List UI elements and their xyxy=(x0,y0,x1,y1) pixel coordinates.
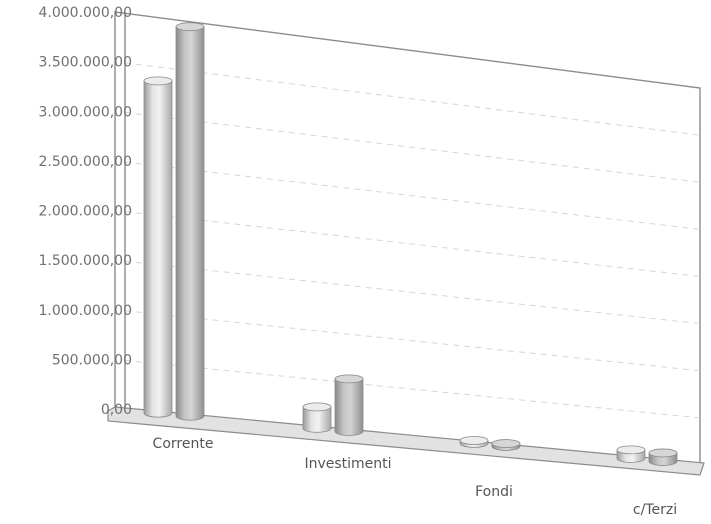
bar xyxy=(175,22,205,421)
grid-line xyxy=(124,260,699,324)
bar xyxy=(648,448,678,466)
x-category-label: c/Terzi xyxy=(633,502,677,518)
y-tick-label: 1.500.000,00 xyxy=(38,253,132,269)
floor-plane xyxy=(107,406,705,476)
grid-line xyxy=(124,62,699,136)
bar xyxy=(616,445,646,463)
x-category-label: Corrente xyxy=(153,436,214,452)
grid-lines xyxy=(124,12,699,419)
bar xyxy=(459,436,489,448)
y-tick-label: 2.000.000,00 xyxy=(38,204,132,220)
bar xyxy=(491,439,521,451)
y-tick-label: 4.000.000,00 xyxy=(38,5,132,21)
x-axis-categories: Corrente Investimenti Fondi c/Terzi xyxy=(153,436,678,518)
bars xyxy=(143,22,678,466)
y-tick-label: 1.000.000,00 xyxy=(38,303,132,319)
x-category-label: Fondi xyxy=(475,484,513,500)
y-tick-label: 500.000,00 xyxy=(52,352,132,368)
y-tick-label: 3.500.000,00 xyxy=(38,55,132,71)
y-tick-label: 2.500.000,00 xyxy=(38,154,132,170)
plot-floor xyxy=(107,406,705,476)
grid-line xyxy=(124,359,699,419)
bar xyxy=(334,374,364,436)
grid-line xyxy=(124,111,699,183)
grid-line xyxy=(124,161,699,230)
grid-line xyxy=(124,310,699,372)
y-tick-label: 3.000.000,00 xyxy=(38,104,132,120)
bar xyxy=(143,76,173,418)
grid-line xyxy=(124,211,699,277)
bar xyxy=(302,402,332,433)
y-tick-label: 0,00 xyxy=(101,402,132,418)
y-axis-ticks: 0,00 500.000,00 1.000.000,00 1.500.000,00 2.… xyxy=(38,5,132,418)
x-category-label: Investimenti xyxy=(304,456,391,472)
